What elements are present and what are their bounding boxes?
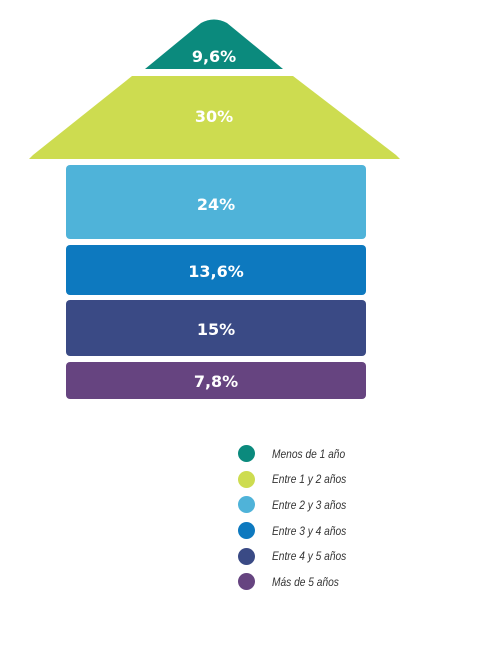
segment-menos-de-1-ano <box>145 19 283 69</box>
legend-item-entre-2-y-3-anos: Entre 2 y 3 años <box>238 492 478 518</box>
legend-swatch-mas-de-5-anos <box>238 573 255 591</box>
legend-item-menos-de-1-ano: Menos de 1 año <box>238 441 478 467</box>
legend-label-entre-2-y-3-anos: Entre 2 y 3 años <box>272 497 347 512</box>
legend-item-entre-4-y-5-anos: Entre 4 y 5 años <box>238 543 478 569</box>
value-label-entre-4-y-5-anos: 15% <box>197 320 235 339</box>
value-label-menos-de-1-ano: 9,6% <box>192 47 236 66</box>
legend-label-mas-de-5-anos: Más de 5 años <box>272 574 339 589</box>
segment-entre-4-y-5-anos <box>66 300 366 356</box>
legend-label-entre-4-y-5-anos: Entre 4 y 5 años <box>272 549 347 564</box>
value-label-entre-2-y-3-anos: 24% <box>197 195 235 214</box>
legend-swatch-entre-3-y-4-anos <box>238 522 255 540</box>
value-label-entre-1-y-2-anos: 30% <box>195 107 233 126</box>
legend-item-mas-de-5-anos: Más de 5 años <box>238 569 478 595</box>
legend-swatch-entre-4-y-5-anos <box>238 547 255 565</box>
value-label-mas-de-5-anos: 7,8% <box>194 372 238 391</box>
segment-entre-2-y-3-anos <box>66 165 366 239</box>
legend-item-entre-3-y-4-anos: Entre 3 y 4 años <box>238 518 478 544</box>
legend-label-menos-de-1-ano: Menos de 1 año <box>272 446 346 461</box>
legend-swatch-menos-de-1-ano <box>238 445 255 463</box>
segment-entre-3-y-4-anos <box>66 245 366 295</box>
legend-swatch-entre-2-y-3-anos <box>238 496 255 514</box>
segment-mas-de-5-anos <box>66 362 366 399</box>
legend-label-entre-1-y-2-anos: Entre 1 y 2 años <box>272 472 347 487</box>
legend-item-entre-1-y-2-anos: Entre 1 y 2 años <box>238 467 478 493</box>
value-label-entre-3-y-4-anos: 13,6% <box>188 262 244 281</box>
legend-label-entre-3-y-4-anos: Entre 3 y 4 años <box>272 523 347 538</box>
legend-swatch-entre-1-y-2-anos <box>238 470 255 488</box>
segment-entre-1-y-2-anos <box>29 76 400 159</box>
legend: Menos de 1 año Entre 1 y 2 años Entre 2 … <box>238 441 478 595</box>
